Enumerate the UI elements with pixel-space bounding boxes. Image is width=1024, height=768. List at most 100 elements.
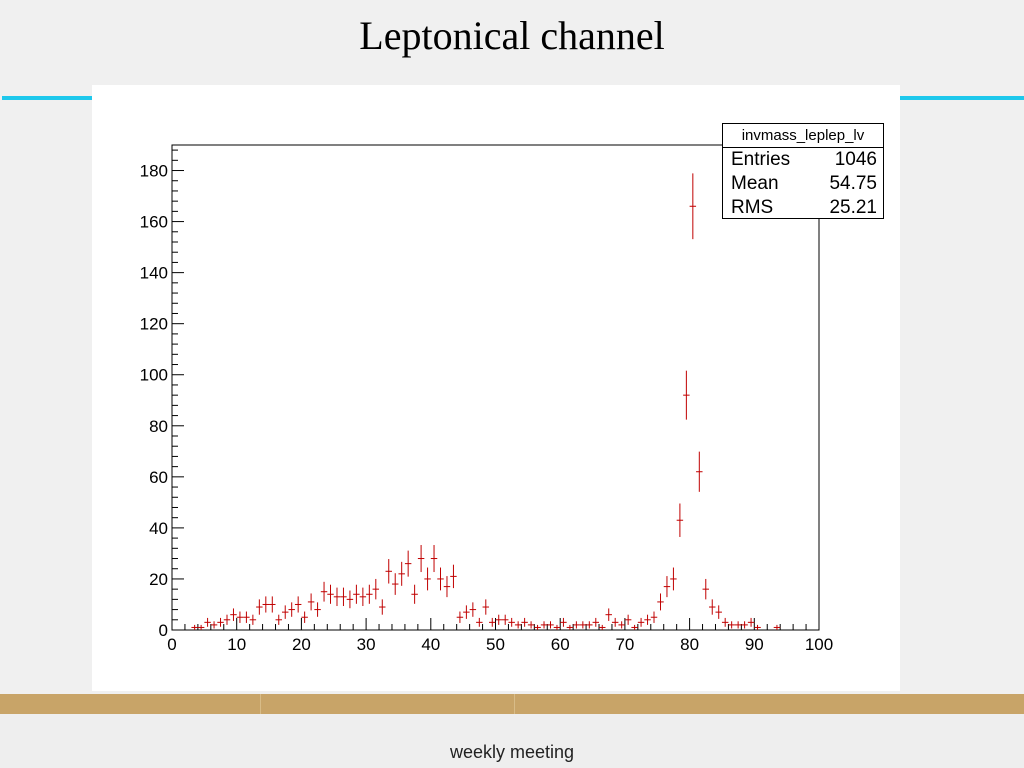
data-point xyxy=(715,605,722,619)
x-tick-label: 20 xyxy=(292,635,311,654)
footer-gold-band xyxy=(0,694,1024,714)
data-point xyxy=(353,584,360,604)
data-point xyxy=(359,587,367,607)
x-tick-label: 100 xyxy=(805,635,833,654)
band-divider xyxy=(260,694,261,714)
data-point xyxy=(482,599,490,615)
data-point xyxy=(579,621,587,629)
data-point xyxy=(573,621,580,629)
data-point xyxy=(366,584,373,604)
data-point xyxy=(223,614,231,625)
y-tick-label: 140 xyxy=(140,264,168,283)
data-point xyxy=(689,173,697,240)
histogram-canvas: 0 10 20 30 40 50 60 70 80 90 100 0 20 40 60 80 100 120 140… xyxy=(92,85,900,691)
data-point xyxy=(637,617,645,627)
data-point xyxy=(508,617,515,627)
stats-value: 1046 xyxy=(834,149,877,170)
stats-value: 25.21 xyxy=(829,197,877,218)
stats-label: RMS xyxy=(731,197,774,218)
x-tick-label: 70 xyxy=(615,635,634,654)
data-point xyxy=(404,550,412,577)
data-point xyxy=(773,624,781,630)
data-point xyxy=(411,584,418,604)
data-point xyxy=(275,614,282,625)
y-tick-label: 120 xyxy=(140,315,168,334)
data-point xyxy=(333,587,341,607)
data-point xyxy=(734,621,742,629)
data-point xyxy=(611,617,619,627)
data-point xyxy=(249,614,257,625)
data-point xyxy=(650,611,658,623)
data-point xyxy=(417,545,425,573)
data-point xyxy=(721,617,729,627)
data-point xyxy=(663,576,671,598)
y-tick-label: 20 xyxy=(149,570,168,589)
data-point xyxy=(540,621,548,629)
data-point xyxy=(501,614,509,625)
data-point xyxy=(527,621,535,629)
data-point xyxy=(605,608,612,621)
data-point xyxy=(683,370,690,420)
data-point xyxy=(599,624,606,630)
data-point xyxy=(424,567,431,591)
data-point xyxy=(514,621,522,629)
data-point xyxy=(398,561,405,586)
x-tick-label: 60 xyxy=(551,635,570,654)
data-point xyxy=(320,581,328,602)
data-point xyxy=(256,599,263,615)
data-point xyxy=(197,624,205,630)
data-point xyxy=(437,567,444,591)
stats-row-entries: Entries 1046 xyxy=(723,148,883,172)
data-point xyxy=(430,545,438,573)
data-point xyxy=(624,614,632,625)
x-tick-label: 40 xyxy=(421,635,440,654)
data-point xyxy=(391,573,399,595)
data-point xyxy=(696,451,703,492)
stats-box: invmass_leplep_lv Entries 1046 Mean 54.7… xyxy=(722,123,884,219)
data-point xyxy=(281,605,289,619)
stats-value: 54.75 xyxy=(829,173,877,194)
footer-text: weekly meeting xyxy=(449,742,575,762)
data-point xyxy=(631,624,638,630)
data-point xyxy=(210,621,218,629)
data-point xyxy=(553,624,561,630)
data-point xyxy=(709,599,716,615)
data-point xyxy=(385,559,392,584)
x-tick-label: 30 xyxy=(357,635,376,654)
band-divider xyxy=(514,694,515,714)
data-point xyxy=(728,621,735,629)
data-point xyxy=(702,578,710,600)
data-point xyxy=(560,617,567,627)
data-point xyxy=(269,596,276,613)
data-point xyxy=(450,564,457,589)
x-tick-label: 50 xyxy=(486,635,505,654)
data-point xyxy=(443,576,451,598)
x-tick-label: 0 xyxy=(167,635,176,654)
data-point xyxy=(288,602,295,617)
slide-title: Leptonical channel xyxy=(359,13,665,58)
data-point xyxy=(307,593,315,611)
stats-row-mean: Mean 54.75 xyxy=(723,172,883,196)
data-point xyxy=(644,614,651,625)
data-point xyxy=(379,599,386,615)
y-tick-label: 160 xyxy=(140,213,168,232)
x-tick-label: 10 xyxy=(227,635,246,654)
data-point xyxy=(754,624,761,630)
data-point xyxy=(534,624,541,630)
data-point xyxy=(469,602,477,617)
stats-row-rms: RMS 25.21 xyxy=(723,196,883,220)
y-tick-label: 40 xyxy=(149,519,168,538)
data-point xyxy=(191,624,198,630)
data-point xyxy=(489,617,496,627)
data-point xyxy=(657,593,664,611)
data-point xyxy=(230,608,237,621)
accent-line-right xyxy=(898,96,1024,100)
data-point xyxy=(314,602,321,617)
x-tick-label: 80 xyxy=(680,635,699,654)
data-point xyxy=(566,624,574,630)
y-tick-label: 100 xyxy=(140,366,168,385)
data-point xyxy=(456,611,464,623)
data-point xyxy=(521,617,528,627)
data-point xyxy=(592,617,600,627)
data-point xyxy=(340,587,347,607)
